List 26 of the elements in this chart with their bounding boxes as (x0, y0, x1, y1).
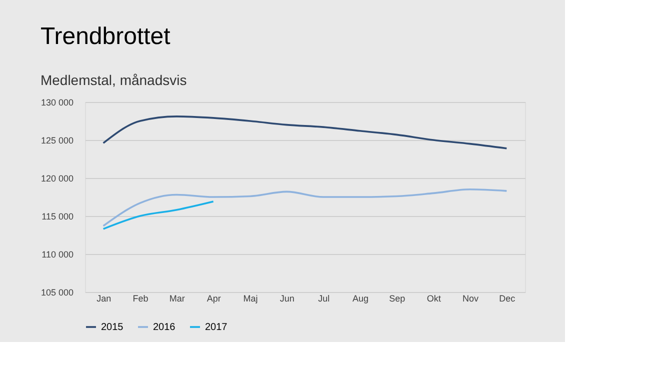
x-tick-label: Dec (499, 294, 516, 304)
x-tick-label: Jul (318, 294, 330, 304)
line-series (102, 116, 508, 150)
x-tick-label: Jan (96, 294, 112, 304)
chart-subtitle: Medlemstal, månadsvis (40, 72, 187, 88)
x-tick-label: Feb (132, 294, 148, 304)
x-tick-label: Maj (243, 294, 258, 304)
y-tick-label: 125 000 (40, 136, 74, 146)
y-tick-label: 120 000 (40, 174, 74, 184)
x-tick-label: Aug (352, 294, 369, 304)
x-tick-label: Nov (462, 294, 479, 304)
x-tick-label: Mar (169, 294, 185, 304)
y-tick-label: 110 000 (42, 250, 74, 260)
y-tick-label: 115 000 (42, 212, 74, 222)
x-tick-label: Sep (389, 294, 406, 304)
x-tick-label: Okt (426, 294, 442, 304)
legend-label: 2016 (153, 322, 176, 333)
line-series (102, 188, 508, 227)
y-tick-label: 105 000 (40, 288, 74, 298)
chart-title: Trendbrottet (40, 23, 171, 50)
legend-label: 2015 (101, 322, 124, 333)
line-series (102, 200, 214, 230)
x-tick-label: Apr (206, 294, 221, 304)
legend-label: 2017 (205, 322, 228, 333)
y-tick-label: 130 000 (40, 98, 74, 108)
x-tick-label: Jun (280, 294, 294, 304)
